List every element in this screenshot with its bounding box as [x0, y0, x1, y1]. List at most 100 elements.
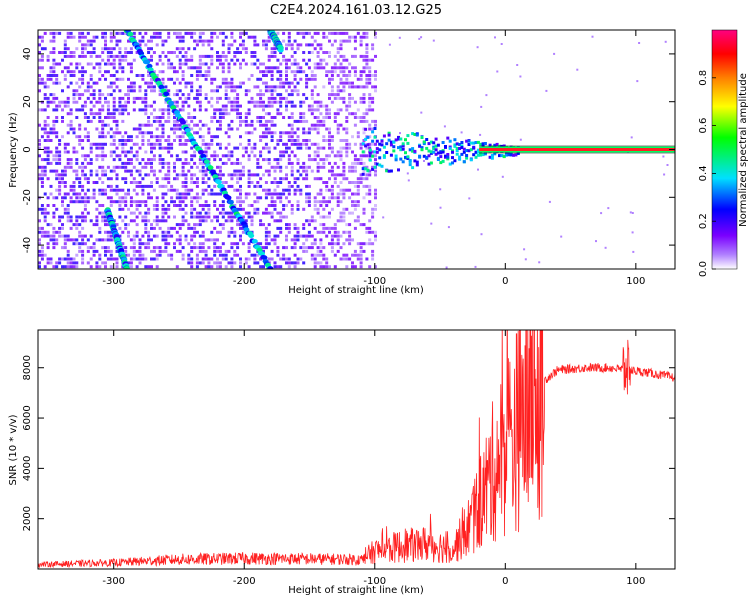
heatmap-cell	[453, 138, 457, 142]
heatmap-cell	[316, 154, 320, 158]
heatmap-cell	[282, 85, 286, 89]
heatmap-cell	[359, 181, 363, 184]
heatmap-cell	[262, 39, 265, 43]
heatmap-cell	[310, 96, 314, 100]
heatmap-cell	[109, 116, 113, 119]
heatmap-cell	[101, 146, 105, 150]
heatmap-cell	[276, 249, 280, 253]
heatmap-cell	[373, 127, 377, 130]
heatmap-cell	[89, 93, 93, 97]
heatmap-cell	[38, 207, 41, 211]
heatmap-cell	[287, 161, 291, 165]
heatmap-cell	[371, 100, 375, 104]
heatmap-cell	[95, 62, 99, 66]
heatmap-cell	[141, 74, 145, 77]
heatmap-cell	[175, 173, 179, 177]
heatmap-cell	[365, 74, 369, 77]
heatmap-cell	[187, 104, 191, 108]
heatmap-cell	[218, 54, 222, 58]
heatmap-cell	[333, 177, 337, 181]
heatmap-cell	[230, 108, 234, 112]
heatmap-cell	[439, 188, 442, 191]
heatmap-cell	[218, 146, 222, 150]
heatmap-cell	[161, 158, 165, 162]
heatmap-cell	[132, 181, 136, 184]
heatmap-cell	[279, 257, 283, 261]
heatmap-cell	[89, 173, 93, 177]
heatmap-cell	[325, 158, 329, 162]
heatmap-cell	[81, 188, 85, 192]
heatmap-cell	[167, 165, 171, 169]
heatmap-cell	[247, 158, 251, 162]
heatmap-cell	[121, 165, 125, 169]
heatmap-cell	[161, 131, 165, 135]
heatmap-cell	[663, 173, 666, 176]
heatmap-cell	[336, 150, 340, 154]
heatmap-cell	[239, 257, 242, 261]
heatmap-cell	[322, 35, 326, 39]
heatmap-cell	[81, 31, 85, 35]
heatmap-cell	[287, 226, 291, 230]
heatmap-cell	[213, 108, 217, 112]
heatmap-cell	[92, 242, 96, 246]
heatmap-cell	[109, 230, 113, 234]
heatmap-cell	[256, 100, 260, 104]
heatmap-cell	[170, 127, 174, 131]
heatmap-cell	[129, 265, 133, 269]
heatmap-cell	[262, 70, 265, 74]
heatmap-cell	[236, 58, 240, 62]
heatmap-cell	[144, 204, 148, 207]
heatmap-cell	[230, 261, 234, 265]
heatmap-cell	[49, 257, 53, 261]
heatmap-cell	[273, 188, 277, 192]
heatmap-cell	[285, 261, 288, 265]
heatmap-cell	[46, 77, 50, 81]
heatmap-cell	[181, 74, 185, 77]
heatmap-cell	[322, 85, 326, 89]
colorbar-tick-label: 0.8	[698, 70, 709, 86]
heatmap-cell	[175, 249, 179, 253]
heatmap-cell	[290, 173, 294, 177]
heatmap-cell	[164, 146, 168, 150]
heatmap-cell	[161, 215, 165, 219]
heatmap-cell	[213, 112, 217, 116]
heatmap-cell	[348, 223, 352, 227]
heatmap-cell	[465, 149, 469, 152]
heatmap-cell	[115, 54, 119, 58]
heatmap-cell	[69, 161, 73, 165]
heatmap-cell	[230, 242, 234, 246]
heatmap-cell	[138, 127, 142, 131]
heatmap-cell	[52, 169, 56, 173]
heatmap-cell	[109, 265, 113, 269]
heatmap-cell	[371, 58, 375, 62]
heatmap-cell	[336, 66, 340, 70]
heatmap-cell	[342, 173, 346, 177]
heatmap-cell	[241, 230, 245, 234]
heatmap-cell	[264, 127, 268, 131]
heatmap-cell	[333, 230, 337, 234]
heatmap-cell	[184, 184, 188, 188]
heatmap-cell	[236, 169, 240, 173]
heatmap-cell	[184, 139, 188, 142]
heatmap-cell	[101, 238, 105, 242]
heatmap-cell	[270, 211, 274, 215]
heatmap-cell	[388, 43, 391, 46]
heatmap-cell	[92, 66, 96, 70]
heatmap-cell	[415, 160, 419, 164]
heatmap-cell	[118, 58, 122, 62]
heatmap-cell	[325, 215, 329, 219]
heatmap-cell	[216, 192, 219, 196]
heatmap-cell	[198, 108, 202, 112]
heatmap-cell	[164, 173, 168, 177]
heatmap-cell	[201, 219, 205, 223]
heatmap-cell	[187, 58, 191, 62]
heatmap-cell	[285, 165, 288, 169]
heatmap-cell	[313, 257, 317, 261]
heatmap-cell	[92, 196, 96, 200]
heatmap-cell	[595, 240, 597, 243]
heatmap-cell	[287, 200, 291, 204]
heatmap-cell	[325, 62, 329, 66]
heatmap-cell	[374, 77, 377, 81]
heatmap-cell	[147, 265, 151, 269]
heatmap-cell	[38, 43, 41, 47]
